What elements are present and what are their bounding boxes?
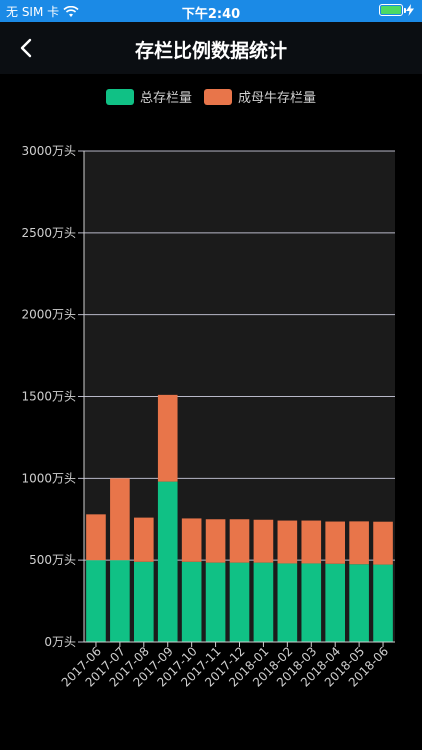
bar-sow (157, 394, 178, 482)
stacked-bar-chart: 0万头500万头1000万头1500万头2000万头2500万头3000万头20… (21, 144, 395, 690)
bar-total (325, 563, 346, 642)
bar-total (229, 562, 250, 642)
y-tick-label: 500万头 (29, 553, 76, 567)
bar-total (133, 561, 154, 642)
bar-total (301, 563, 322, 642)
bar-sow (277, 520, 298, 564)
page-title: 存栏比例数据统计 (134, 40, 287, 62)
bar-sow (325, 521, 346, 564)
nav-bar: 存栏比例数据统计 (0, 22, 422, 74)
bar-sow (205, 519, 226, 563)
bar-sow (133, 517, 154, 562)
bar-total (253, 562, 274, 642)
legend-label-sow: 成母牛存栏量 (238, 91, 317, 106)
bar-sow (110, 478, 130, 561)
bar-total (277, 563, 298, 642)
carrier-label: 无 SIM 卡 (6, 5, 60, 19)
bar-total (157, 481, 178, 642)
legend-label-total: 总存栏量 (139, 91, 192, 106)
bar-sow (349, 521, 369, 565)
y-tick-label: 1500万头 (21, 390, 76, 404)
y-tick-label: 0万头 (44, 635, 76, 649)
bar-sow (373, 521, 393, 565)
bar-total (205, 562, 226, 642)
bar-sow (229, 519, 250, 563)
bar-total (181, 561, 202, 642)
status-right (379, 4, 414, 16)
legend-item-total[interactable]: 总存栏量 (105, 87, 192, 106)
bar-sow (86, 514, 106, 561)
wifi-icon (63, 5, 79, 17)
chevron-left-icon (20, 38, 32, 58)
y-tick-label: 2500万头 (21, 226, 76, 240)
charging-icon (406, 4, 414, 16)
bar-total (86, 560, 106, 642)
bar-total (110, 560, 130, 642)
bar-sow (253, 519, 274, 563)
chart-legend: 总存栏量 成母牛存栏量 (0, 87, 422, 106)
bar-total (373, 564, 393, 642)
bar-sow (181, 518, 202, 562)
bar-total (349, 564, 369, 642)
status-left: 无 SIM 卡 (6, 3, 79, 20)
y-tick-label: 3000万头 (21, 144, 76, 158)
y-tick-label: 2000万头 (21, 308, 76, 322)
battery-icon (379, 4, 406, 16)
legend-swatch-sow (204, 88, 232, 105)
legend-item-sow[interactable]: 成母牛存栏量 (204, 87, 316, 106)
bar-sow (301, 520, 322, 564)
y-tick-label: 1000万头 (21, 471, 76, 485)
back-button[interactable] (10, 32, 42, 64)
status-time: 下午2:40 (181, 7, 241, 22)
legend-swatch-total (105, 88, 134, 105)
status-bar: 无 SIM 卡 下午2:40 (0, 0, 422, 22)
